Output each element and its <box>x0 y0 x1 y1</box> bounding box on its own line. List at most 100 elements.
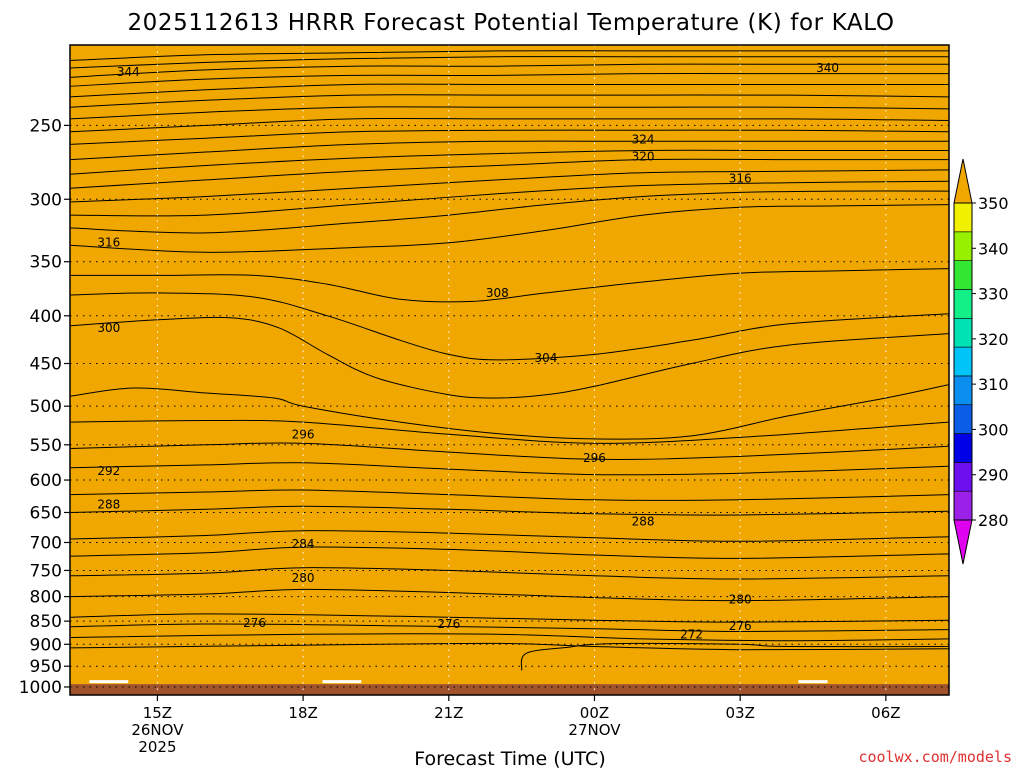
contour-line <box>70 633 949 642</box>
surface-marker <box>89 680 129 684</box>
colorbar-label: 330 <box>978 285 1009 304</box>
contour-line-272 <box>520 642 949 671</box>
contour-label-text: 288 <box>97 497 120 511</box>
x-tick-label: 18Z <box>288 704 317 722</box>
contour-label: 292 <box>97 464 120 478</box>
contour-label-text: 292 <box>97 464 120 478</box>
contour-label: 284 <box>292 537 315 551</box>
grid-lines <box>70 45 949 695</box>
contour-label-text: 296 <box>292 427 315 441</box>
x-tick-date: 26NOV <box>131 721 184 739</box>
contour-label: 288 <box>97 497 120 511</box>
colorbar-label: 300 <box>978 420 1009 439</box>
colorbar-extend-low <box>953 519 973 565</box>
contour-label-text: 288 <box>632 515 655 529</box>
contour-line <box>70 462 949 476</box>
contour-line <box>70 530 949 542</box>
colorbar-segment <box>953 317 973 348</box>
contour-line <box>70 72 949 87</box>
ground-fill <box>70 684 949 695</box>
y-tick-label: 450 <box>30 355 62 375</box>
contour-line <box>70 613 949 623</box>
y-tick-label: 750 <box>30 561 62 581</box>
contour-label: 276 <box>243 616 266 630</box>
chart-title: 2025112613 HRRR Forecast Potential Tempe… <box>127 10 894 36</box>
contour-label: 296 <box>583 451 606 465</box>
contour-line <box>70 588 949 602</box>
contour-label: 308 <box>486 286 509 300</box>
credit-link[interactable]: coolwx.com/models <box>858 748 1012 766</box>
colorbar-label: 280 <box>978 511 1009 530</box>
contour-line <box>70 94 949 108</box>
y-tick-label: 700 <box>30 533 62 553</box>
contour-label: 316 <box>729 171 752 185</box>
contour-line <box>70 204 949 253</box>
y-tick-label: 500 <box>30 397 62 417</box>
contour-line <box>70 546 949 559</box>
fill-band-352-360 <box>70 45 949 695</box>
contour-label: 296 <box>292 427 315 441</box>
contour-label: 300 <box>97 321 120 335</box>
contour-label: 320 <box>632 150 655 164</box>
pressure-axis: 250 300 350 400 450 500 550 600 650 700 750 800 850 9… <box>19 116 70 698</box>
colorbar-segment <box>953 462 973 492</box>
contour-label-text: 296 <box>583 451 606 465</box>
contour-line <box>70 117 949 133</box>
colorbar: 280 290 300 310 320 330 340 350 <box>953 158 1009 565</box>
plot-frame <box>69 44 950 696</box>
ground-surface <box>70 680 949 695</box>
contour-label-text: 276 <box>437 617 460 631</box>
contour-label-text: 324 <box>632 133 655 147</box>
x-tick-date: 27NOV <box>568 721 621 739</box>
contour-line <box>70 169 949 203</box>
x-axis-label: Forecast Time (UTC) <box>414 748 605 768</box>
contour-labels: 344 340 324 320 316 316 308 304 300 296 296 292 288 2… <box>97 61 839 641</box>
contour-label-text: 276 <box>243 616 266 630</box>
y-tick-label: 350 <box>30 253 62 273</box>
contour-label-text: 316 <box>729 171 752 185</box>
y-tick-label: 650 <box>30 503 62 523</box>
colorbar-label: 310 <box>978 375 1009 394</box>
contour-label-text: 304 <box>534 351 557 365</box>
contour-line <box>70 63 949 78</box>
x-tick-label: 15Z <box>143 704 172 722</box>
x-tick-label: 21Z <box>434 704 463 722</box>
contour-label: 288 <box>632 515 655 529</box>
contour-line <box>70 292 949 361</box>
colorbar-segment <box>953 260 973 290</box>
contour-line <box>70 384 949 440</box>
colorbar-label: 350 <box>978 194 1009 213</box>
contour-line <box>70 442 949 460</box>
contour-label-text: 280 <box>292 571 315 585</box>
contour-line <box>70 140 949 161</box>
y-tick-label: 1000 <box>19 678 62 698</box>
contour-label-text: 280 <box>729 593 752 607</box>
y-tick-label: 400 <box>30 307 62 327</box>
colorbar-segment <box>953 289 973 319</box>
contour-line <box>70 567 949 580</box>
colorbar-segment <box>953 433 973 463</box>
contour-label: 340 <box>816 61 839 75</box>
colorbar-label: 340 <box>978 239 1009 258</box>
contour-line <box>70 623 949 633</box>
contour-line <box>70 642 949 651</box>
contour-line <box>70 106 949 120</box>
y-tick-label: 550 <box>30 436 62 456</box>
surface-marker <box>798 680 828 684</box>
isentrope-contours <box>70 50 949 671</box>
contour-label-text: 320 <box>632 150 655 164</box>
contour-line <box>70 268 949 303</box>
colorbar-label: 320 <box>978 330 1009 349</box>
x-tick-label: 06Z <box>871 704 900 722</box>
contour-label-text: 340 <box>816 61 839 75</box>
colorbar-segment <box>953 231 973 261</box>
colorbar-frame <box>953 202 973 521</box>
plot-area: 344 340 324 320 316 316 308 304 300 296 296 292 288 2… <box>69 44 950 696</box>
contour-line <box>70 489 949 501</box>
contour-label: 276 <box>437 617 460 631</box>
temperature-fill-bands <box>70 45 949 695</box>
contour-label: 304 <box>534 351 557 365</box>
contour-line <box>70 158 949 189</box>
colorbar-segment <box>953 490 973 521</box>
